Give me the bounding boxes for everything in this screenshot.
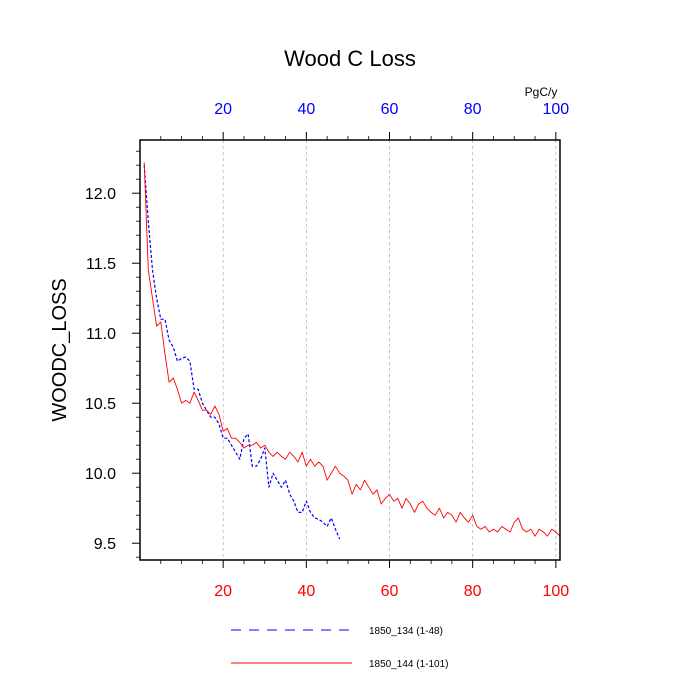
x-tick-label-bottom: 20 <box>214 583 232 600</box>
grid-lines <box>222 140 557 560</box>
y-tick-label: 11.0 <box>86 326 116 343</box>
x-tick-label-bottom: 100 <box>542 583 569 600</box>
y-axis-label: WOODC_LOSS <box>49 278 71 421</box>
x-tick-label-top: 60 <box>381 101 399 118</box>
axes: 20 40 60 80 100 20 40 60 80 100 9.5 10.0 10.5 11.0 11.… <box>85 101 569 600</box>
y-tick-label: 10.0 <box>85 466 116 483</box>
x-tick-label-top: 40 <box>297 101 315 118</box>
y-tick-label: 11.5 <box>86 256 116 273</box>
x-tick-label-top: 80 <box>464 101 482 118</box>
y-tick-label: 9.5 <box>94 536 116 553</box>
plot-frame <box>139 139 561 561</box>
legend-label-2: 1850_144 (1-101) <box>369 659 449 670</box>
y-tick-label: 12.0 <box>85 186 116 203</box>
series-layer <box>143 162 561 540</box>
x-tick-label-bottom: 80 <box>464 583 482 600</box>
legend-label-1: 1850_134 (1-48) <box>369 626 443 637</box>
x-tick-label-bottom: 40 <box>297 583 315 600</box>
x-tick-label-top: 20 <box>214 101 232 118</box>
x-tick-label-bottom: 60 <box>381 583 399 600</box>
top-axis-unit: PgC/y <box>525 85 558 99</box>
chart-title: Wood C Loss <box>284 46 416 71</box>
legend: 1850_134 (1-48) 1850_144 (1-101) <box>231 626 449 670</box>
series-line-1 <box>143 165 341 540</box>
y-tick-label: 10.5 <box>85 396 116 413</box>
series-line-2 <box>143 162 561 537</box>
x-tick-label-top: 100 <box>542 101 569 118</box>
